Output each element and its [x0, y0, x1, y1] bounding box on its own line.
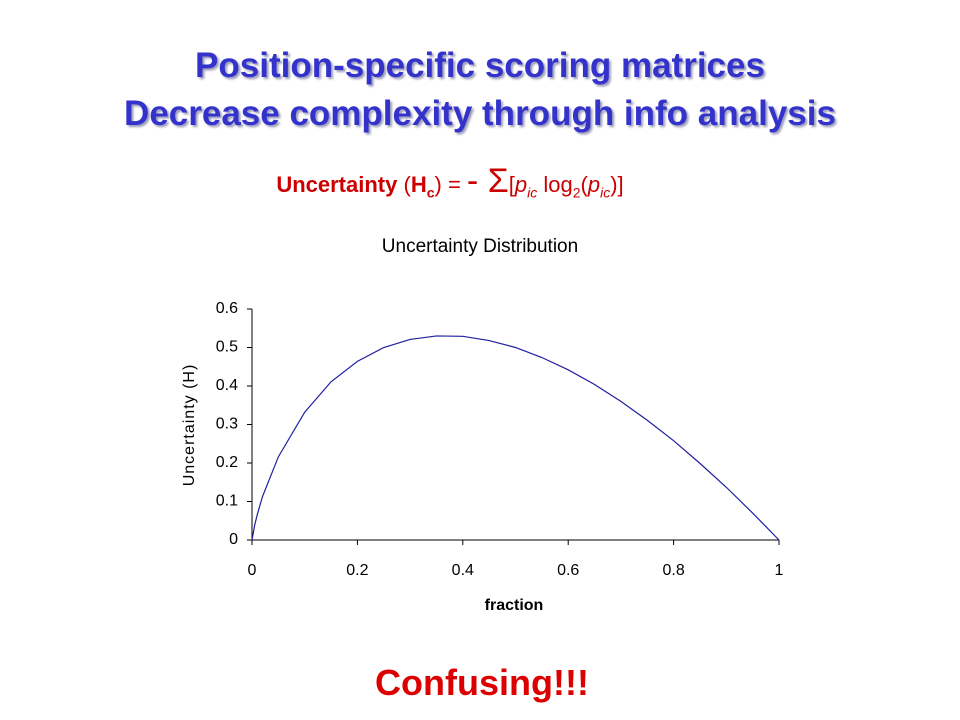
formula-part: p [514, 172, 528, 197]
x-tick-label: 0.8 [662, 562, 684, 579]
formula-part: Uncertainty [276, 172, 398, 197]
footer: Confusing!!! [375, 662, 589, 703]
formula-part: log [537, 172, 573, 197]
y-tick-label: 0 [229, 531, 238, 548]
x-tick-label: 1 [775, 562, 784, 579]
y-tick-label: 0.2 [216, 454, 238, 471]
data-line [251, 335, 780, 541]
x-tick-label: 0.2 [346, 562, 368, 579]
x-tick-label: 0 [248, 562, 257, 579]
title-line: Position-specific scoring matrices [195, 46, 765, 85]
title-line: Decrease complexity through info analysi… [124, 94, 836, 133]
y-tick-label: 0.5 [216, 339, 238, 356]
formula-part: ) = [434, 172, 467, 197]
x-tick-label: 0.6 [557, 562, 579, 579]
formula-part: [ [508, 172, 515, 197]
formula-part: ( [397, 172, 411, 197]
formula-part: Σ [478, 162, 509, 200]
y-tick-label: 0.1 [216, 493, 238, 510]
formula-part: - [466, 162, 479, 200]
y-tick-label: 0.4 [216, 377, 238, 394]
y-tick-label: 0.6 [216, 300, 238, 317]
formula-part: H [410, 172, 427, 197]
formula: Uncertainty (Hc) = - Σ[pic log2(pic)] [0, 162, 900, 201]
formula-part: 2 [572, 184, 581, 201]
chart-title: Uncertainty Distribution [382, 236, 578, 257]
formula-part: p [587, 172, 601, 197]
formula-part: ic [600, 184, 611, 201]
formula-part: c [426, 184, 435, 201]
y-tick-label: 0.3 [216, 416, 238, 433]
formula-part: )] [610, 172, 624, 197]
x-tick-label: 0.4 [452, 562, 474, 579]
y-axis-label: Uncertainty (H) [181, 364, 198, 487]
formula-part: ic [527, 184, 538, 201]
x-axis-label: fraction [485, 597, 544, 614]
formula-part: ( [580, 172, 588, 197]
